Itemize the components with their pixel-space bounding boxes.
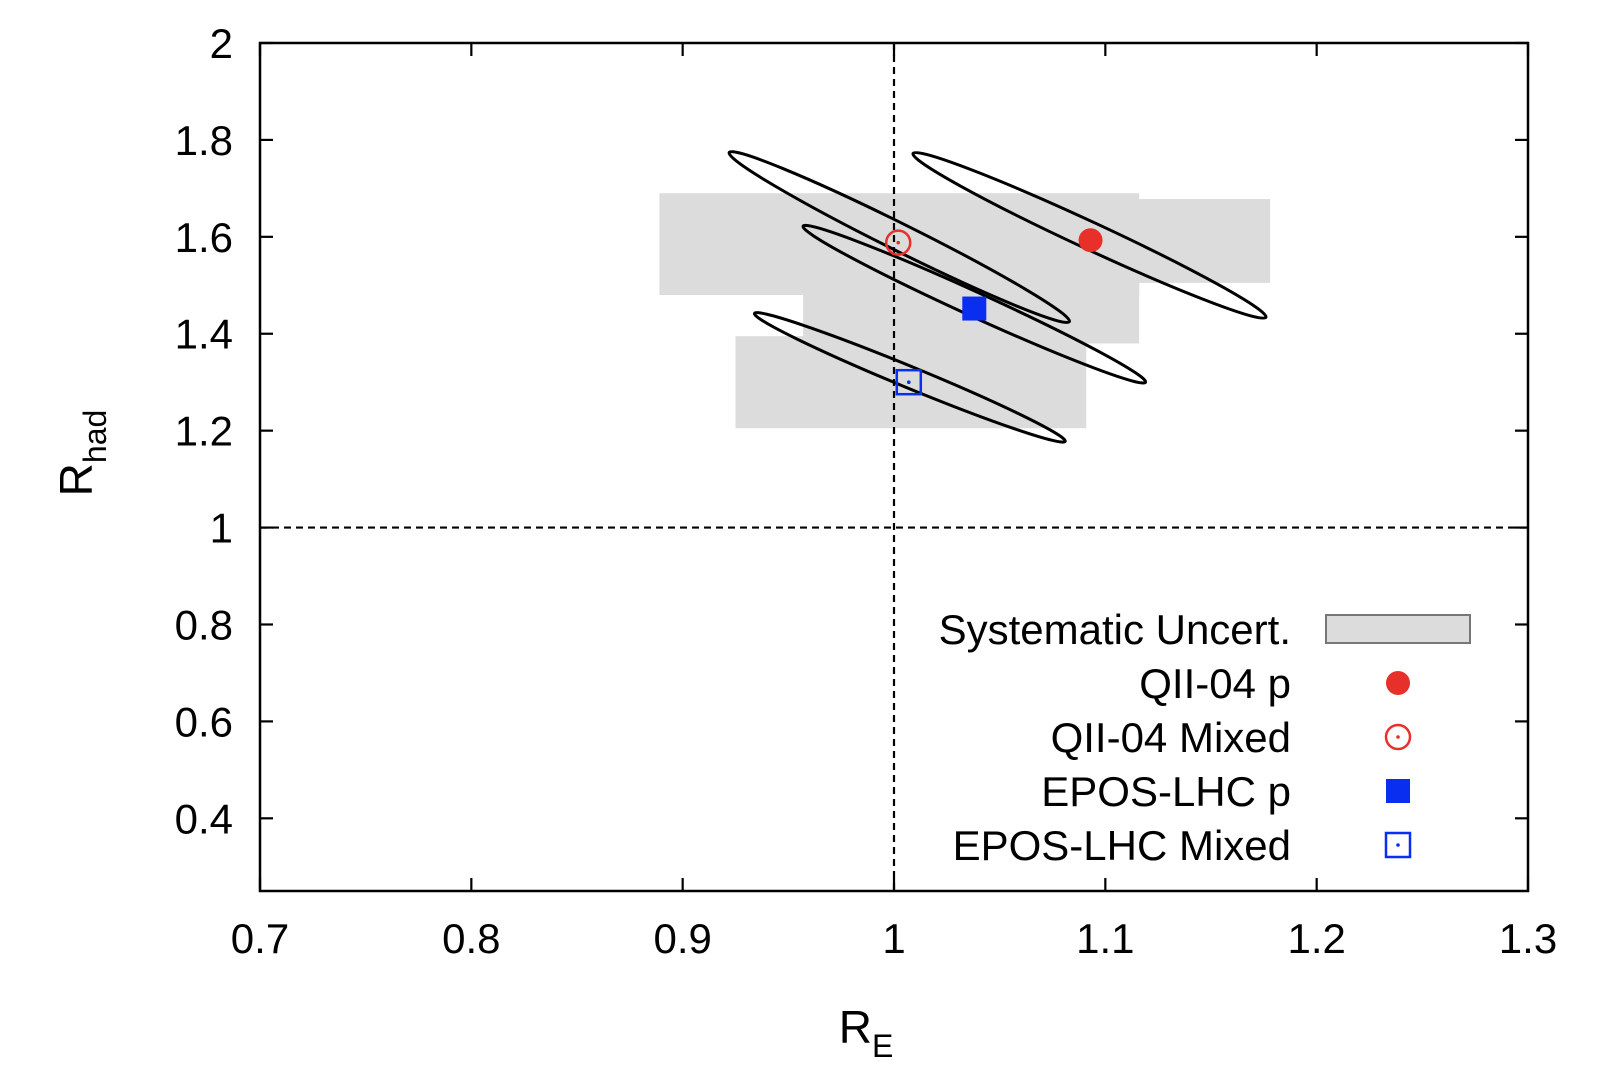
x-tick-label: 1 [882, 915, 905, 962]
legend-entry-epos-lhc-p: EPOS-LHC p [1041, 768, 1410, 815]
point-epos-lhc-mixed [895, 368, 923, 396]
legend-symbol-filled-circle [1386, 671, 1410, 695]
point-qii-04-mixed [884, 229, 912, 256]
legend-symbol-open-square-dot-outline [1384, 831, 1412, 859]
legend-entry-qii-04-p: QII-04 p [1139, 660, 1410, 707]
y-tick-label: 1.2 [175, 408, 233, 455]
systematic-box-epos-lhc-mixed [735, 336, 1087, 429]
legend-entry-systematic-uncert: Systematic Uncert. [939, 606, 1471, 653]
y-tick-label: 0.6 [175, 698, 233, 745]
point-epos-lhc-mixed-outline [895, 368, 923, 396]
axis-ticks: 0.7 0.8 0.9 1 1.1 1.2 1.3 0.4 0.6 0.8 1 1.2 1.4 1.6 1.… [175, 20, 1558, 962]
y-axis-title: Rhad [50, 410, 113, 497]
y-axis-title-main: R [50, 463, 102, 496]
legend-label: Systematic Uncert. [939, 606, 1291, 653]
legend-symbol-filled-square [1386, 779, 1410, 803]
legend-label: QII-04 Mixed [1051, 714, 1291, 761]
y-tick-label: 1 [210, 505, 233, 552]
x-tick-label: 0.8 [442, 915, 500, 962]
legend-label: EPOS-LHC Mixed [953, 822, 1291, 869]
y-tick-label: 2 [210, 20, 233, 67]
x-axis-title: RE [839, 1001, 894, 1064]
legend-label: EPOS-LHC p [1041, 768, 1291, 815]
point-qii-04-p [1078, 228, 1103, 253]
x-axis-title-sub: E [872, 1028, 893, 1064]
y-tick-label: 0.4 [175, 795, 233, 842]
legend-symbol-box [1325, 614, 1471, 644]
x-tick-label: 1.2 [1287, 915, 1345, 962]
y-tick-label: 0.8 [175, 601, 233, 648]
contour-ellipse-epos-lhc-mixed [752, 311, 1067, 444]
x-tick-label: 0.7 [231, 915, 289, 962]
x-tick-label: 1.3 [1499, 915, 1557, 962]
y-tick-label: 1.8 [175, 117, 233, 164]
data-points [884, 228, 1103, 396]
x-axis-title-main: R [839, 1001, 872, 1053]
x-tick-label: 0.9 [653, 915, 711, 962]
legend-symbol-open-circle-dot-ring [1384, 723, 1412, 751]
legend: Systematic Uncert. QII-04 p QII-04 Mixed EP… [939, 606, 1471, 869]
legend-entry-epos-lhc-mixed: EPOS-LHC Mixed [953, 822, 1412, 869]
legend-entry-qii-04-mixed: QII-04 Mixed [1051, 714, 1412, 761]
y-axis-title-sub: had [77, 410, 113, 463]
legend-label: QII-04 p [1139, 660, 1291, 707]
legend-symbol-open-square-dot [1384, 831, 1412, 859]
legend-symbol-open-circle-dot-dot [1396, 735, 1400, 739]
contour-ellipse-qii-04-mixed [727, 150, 1072, 324]
reference-lines [260, 43, 1528, 891]
y-tick-label: 1.6 [175, 214, 233, 261]
point-qii-04-mixed-dot [896, 240, 901, 245]
legend-symbol-open-circle-dot [1384, 723, 1412, 751]
x-tick-label: 1.1 [1076, 915, 1134, 962]
legend-symbol-open-square-dot-dot [1396, 843, 1400, 847]
y-tick-label: 1.4 [175, 311, 233, 358]
point-epos-lhc-p [962, 296, 987, 321]
point-qii-04-mixed-ring [884, 229, 912, 256]
point-epos-lhc-mixed-dot [906, 380, 911, 385]
